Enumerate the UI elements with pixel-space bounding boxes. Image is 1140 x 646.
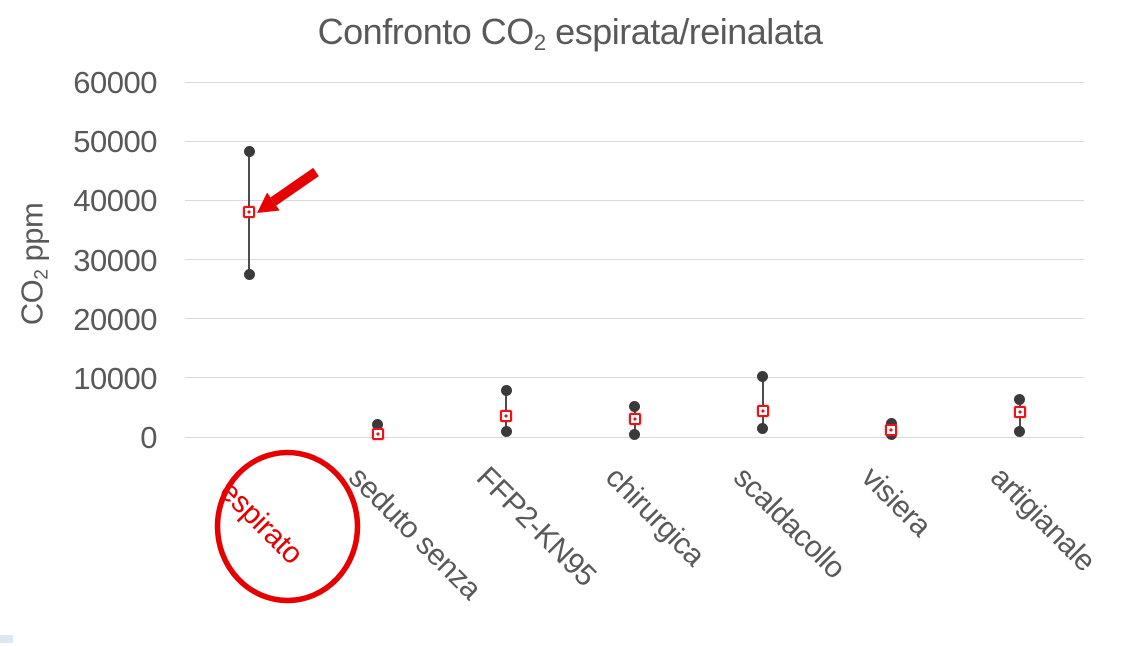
selection-handle-artifact (0, 635, 13, 643)
x-axis-label-seduto senza: seduto senza (341, 460, 488, 606)
y-gridline (185, 140, 1084, 142)
max-dot-FFP2-KN95 (500, 384, 512, 396)
max-dot-seduto senza (372, 419, 384, 431)
y-gridline (185, 81, 1084, 83)
chart-title-text: Confronto CO (317, 11, 535, 52)
range-line-scaldacollo (761, 376, 764, 429)
x-axis-label-scaldacollo: scaldacollo (727, 460, 852, 585)
red-arrow-annotation (257, 167, 319, 213)
chart-title-text-2: espirata/reinalata (545, 11, 823, 52)
mean-marker-scaldacollo (756, 404, 769, 417)
min-dot-artigianale (1014, 426, 1026, 438)
max-dot-scaldacollo (757, 371, 769, 383)
max-dot-chirurgica (629, 401, 640, 413)
mean-marker-artigianale (1013, 406, 1026, 419)
y-axis-tick-label: 40000 (73, 183, 157, 219)
mean-marker-FFP2-KN95 (500, 410, 513, 423)
x-axis-label-FFP2-KN95: FFP2-KN95 (470, 460, 603, 593)
max-dot-artigianale (1014, 394, 1026, 406)
mean-marker-espirato (243, 206, 256, 219)
max-dot-visiera (885, 417, 897, 429)
x-axis-label-espirato: espirato (213, 474, 310, 571)
y-axis-tick-label: 60000 (73, 65, 157, 100)
y-gridline (185, 377, 1084, 379)
y-gridline (185, 199, 1084, 201)
mean-marker-chirurgica (628, 412, 641, 425)
y-axis-tick-label: 30000 (73, 242, 157, 278)
mean-marker-visiera (885, 423, 898, 436)
y-axis-tick-label: 0 (140, 420, 157, 455)
min-dot-chirurgica (629, 429, 640, 441)
chart-title: Confronto CO2 espirata/reinalata (318, 12, 823, 56)
y-axis-tick-label: 50000 (73, 124, 157, 160)
max-dot-espirato (243, 145, 255, 157)
x-axis-label-artigianale: artigianale (983, 460, 1102, 578)
y-axis-tick-label: 10000 (73, 360, 157, 396)
x-axis-label-chirurgica: chirurgica (598, 460, 711, 573)
chart-title-subscript: 2 (533, 30, 546, 56)
min-dot-espirato (243, 269, 255, 281)
y-axis-tick-label: 20000 (73, 301, 157, 337)
mean-marker-seduto senza (371, 428, 384, 441)
y-gridline (185, 318, 1084, 320)
x-axis-label-visiera: visiera (855, 460, 938, 543)
red-arrow-shaft (270, 167, 319, 206)
red-arrow-head (257, 192, 280, 213)
min-dot-scaldacollo (757, 423, 769, 435)
y-gridline (185, 259, 1084, 260)
min-dot-FFP2-KN95 (500, 426, 512, 438)
